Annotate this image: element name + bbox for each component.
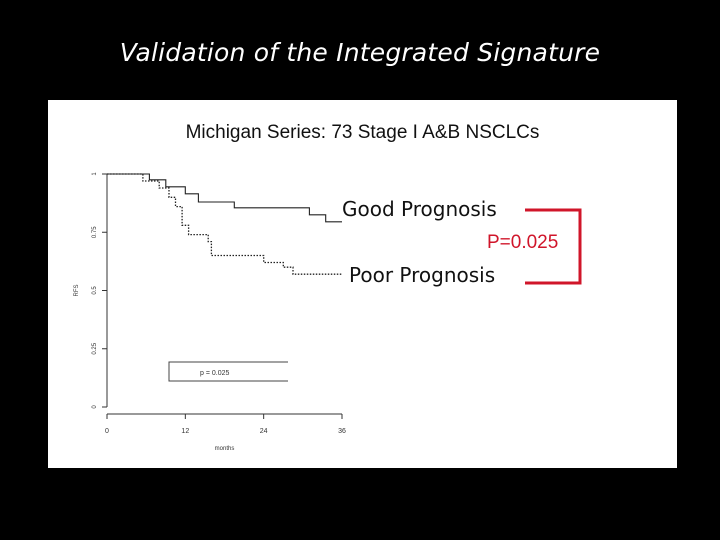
- legend-pvalue-text: p = 0.025: [200, 370, 229, 377]
- poor-prognosis-curve: [107, 173, 342, 275]
- plot-axes: 0 0.25 0.5 0.75 1 0 12 24 36 months RFS: [74, 172, 346, 452]
- chart-title: Michigan Series: 73 Stage I A&B NSCLCs: [185, 122, 540, 143]
- good-prognosis-curve: [107, 173, 342, 223]
- x-tick-label: 36: [338, 428, 346, 435]
- survival-curves: [107, 173, 342, 275]
- pvalue-label: P=0.025: [487, 232, 559, 254]
- legend-box: p = 0.025: [168, 361, 288, 382]
- x-axis-label: months: [215, 446, 235, 452]
- x-tick-label: 0: [105, 428, 109, 435]
- bracket-line: [525, 208, 582, 285]
- km-plot: 0 0.25 0.5 0.75 1 0 12 24 36 months RFS p = 0.025: [74, 172, 582, 452]
- slide-title: Validation of the Integrated Signature: [119, 38, 601, 67]
- x-tick-label: 12: [181, 428, 189, 435]
- chart-panel: Michigan Series: 73 Stage I A&B NSCLCs 0…: [48, 100, 677, 468]
- y-axis-label: RFS: [74, 285, 80, 297]
- x-tick-label: 24: [260, 428, 268, 435]
- y-tick-label: 1: [92, 172, 98, 176]
- y-tick-label: 0.5: [92, 286, 98, 295]
- good-prognosis-label: Good Prognosis: [342, 197, 497, 221]
- legend-box-border: [168, 361, 288, 382]
- pvalue-bracket: [525, 208, 582, 285]
- y-tick-label: 0.75: [92, 226, 98, 238]
- y-tick-label: 0: [92, 405, 98, 409]
- y-tick-label: 0.25: [92, 342, 98, 354]
- poor-prognosis-label: Poor Prognosis: [349, 263, 496, 287]
